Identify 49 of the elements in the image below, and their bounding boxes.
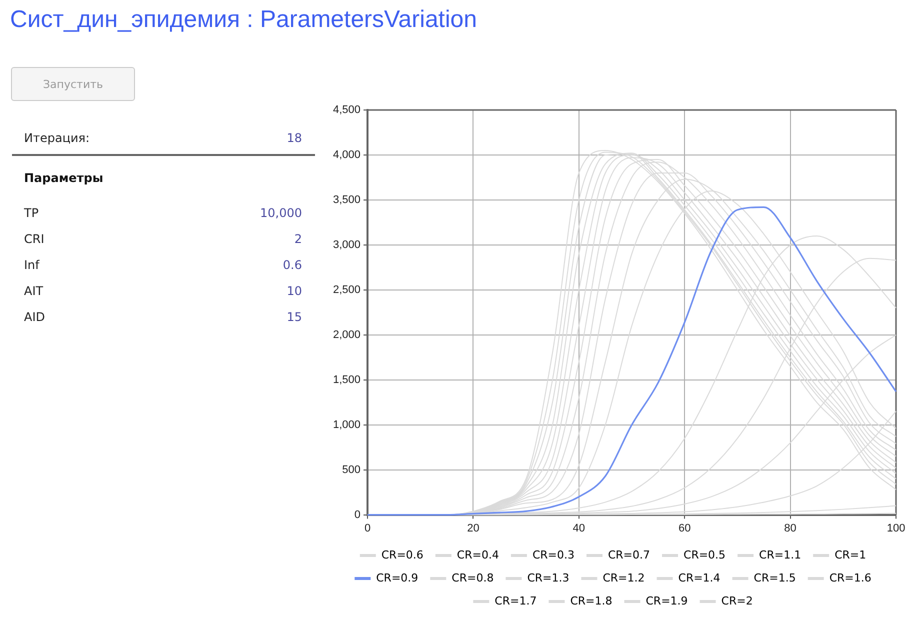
text: 10,000 xyxy=(260,206,302,220)
text: 18 xyxy=(286,131,302,145)
text: Inf xyxy=(24,258,40,272)
legend-label: CR=1.8 xyxy=(570,594,612,608)
legend-label: CR=0.9 xyxy=(376,571,418,584)
y-tick-label: 2,500 xyxy=(332,284,361,296)
legend-label: CR=1.9 xyxy=(646,594,688,608)
text: 0.6 xyxy=(282,258,302,272)
x-tick-label: 0 xyxy=(364,522,371,534)
x-tick-label: 60 xyxy=(678,522,691,534)
legend-label: CR=1.5 xyxy=(754,571,796,584)
y-tick-label: 1,500 xyxy=(332,374,361,386)
y-tick-label: 500 xyxy=(342,464,361,476)
text: Сист_дин_эпидемия : ParametersVariation xyxy=(10,6,477,34)
legend-label: CR=1.7 xyxy=(494,594,537,608)
text: AID xyxy=(24,310,45,324)
y-tick-label: 4,500 xyxy=(332,104,361,116)
y-tick-label: 4,000 xyxy=(332,149,361,162)
y-tick-label: 1,000 xyxy=(332,418,361,431)
legend-label: CR=0.8 xyxy=(452,571,494,584)
text: Запустить xyxy=(11,67,135,101)
legend-label: CR=0.3 xyxy=(532,548,574,562)
legend-label: CR=1 xyxy=(834,548,866,562)
legend-label: CR=1.6 xyxy=(829,571,872,584)
y-tick-label: 2,000 xyxy=(332,328,361,341)
text: AIT xyxy=(24,284,44,298)
legend-label: CR=1.2 xyxy=(602,571,645,584)
legend-label: CR=0.5 xyxy=(684,548,726,562)
legend-label: CR=2 xyxy=(721,594,753,608)
x-tick-label: 80 xyxy=(784,522,796,534)
x-tick-label: 40 xyxy=(572,522,586,534)
text: Параметры xyxy=(24,171,104,185)
y-tick-label: 0 xyxy=(354,508,361,521)
text: 15 xyxy=(286,310,302,324)
y-tick-label: 3,000 xyxy=(332,238,361,251)
text: TP xyxy=(24,206,39,220)
text: 2 xyxy=(294,232,302,246)
y-tick-label: 3,500 xyxy=(332,194,361,206)
x-tick-label: 100 xyxy=(886,522,906,534)
legend-label: CR=1.3 xyxy=(527,571,570,584)
legend-label: CR=0.7 xyxy=(608,548,650,562)
legend-label: CR=0.4 xyxy=(456,548,499,562)
text: CRI xyxy=(24,232,44,246)
x-tick-label: 20 xyxy=(467,522,480,534)
legend-label: CR=1.1 xyxy=(759,548,802,562)
legend-label: CR=0.6 xyxy=(381,548,424,562)
text: Итерация: xyxy=(24,131,90,145)
text: 10 xyxy=(286,284,302,298)
legend-label: CR=1.4 xyxy=(678,571,720,584)
